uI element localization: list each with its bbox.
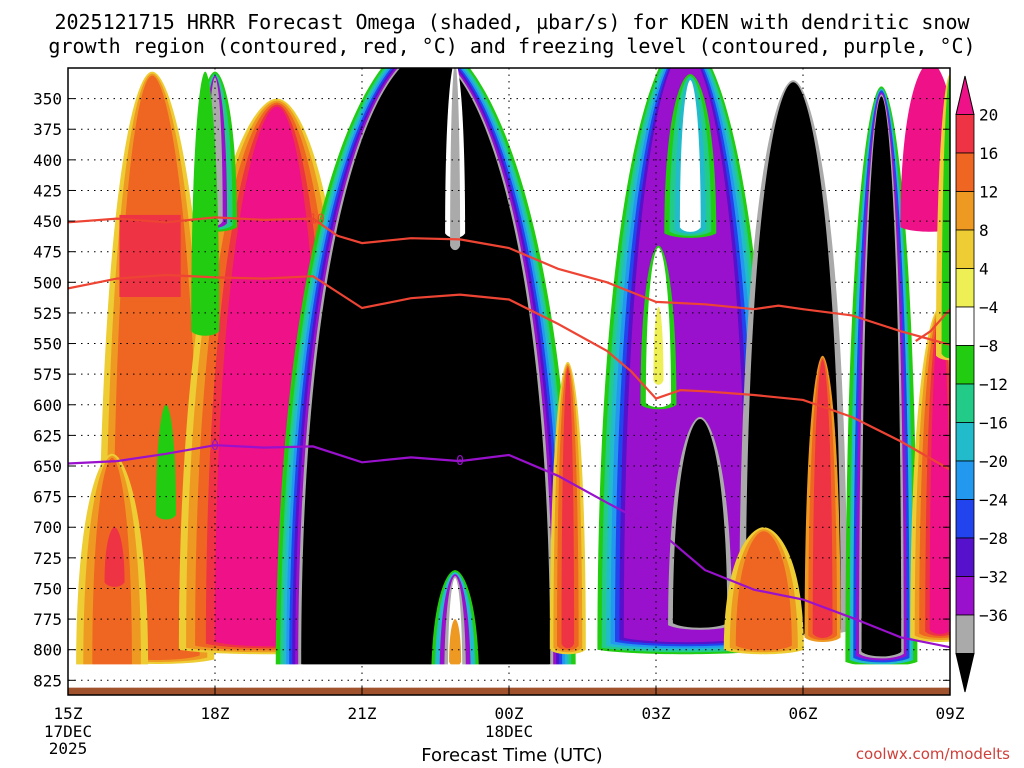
far-right-edge-layer-1 [941,76,950,359]
dgz-label: -10 [301,213,324,228]
colorbar-label: −32 [979,568,1008,587]
main-negative-region-layer-8 [301,68,551,669]
y-tick-label: 550 [33,335,62,354]
chart-title-line-1: 2025121715 HRRR Forecast Omega (shaded, … [54,10,970,34]
y-axis: 350 375 400 425 450 475 500 525 550 575 600 625 650 6… [33,90,950,690]
y-tick-label: 425 [33,181,62,200]
colorbar-segment [955,576,975,616]
dgz-contour-2 [915,308,950,343]
colorbar-segment [955,345,975,385]
left-warm-core [119,214,181,298]
yellow-lens-03z-layer-0 [653,306,664,385]
left-low-core-layer-0 [104,527,125,587]
omega-shaded-field [68,68,950,695]
y-tick-label: 650 [33,457,62,476]
x-tick-label: 18Z [201,704,230,723]
colorbar-segment [955,114,975,154]
dgz-contour-1 [68,273,950,471]
dark-core-03z-layer-1 [672,419,728,628]
upper-left-green-layer-0 [191,71,220,336]
freezing-label-1: 0 [211,439,219,454]
colorbar-segment [955,229,975,269]
y-tick-label: 450 [33,212,62,231]
x-tick-label: 09Z [936,704,965,723]
colorbar-segment [955,268,975,308]
colorbar-segment [955,152,975,192]
x-date-label: 18DEC [485,722,533,741]
x-tick-label: 03Z [642,704,671,723]
credit-text[interactable]: coolwx.com/modelts [855,745,1010,763]
y-tick-label: 400 [33,151,62,170]
colorbar-segment [955,499,975,539]
colorbar-label: 8 [979,221,989,240]
colorbar-segment [955,383,975,423]
y-tick-label: 475 [33,243,62,262]
black-tower-07z-layer-5 [861,96,902,657]
colorbar-segment [955,422,975,462]
y-tick-label: 800 [33,641,62,660]
colorbar-top-triangle [955,75,975,115]
colorbar-label: 12 [979,183,998,202]
warm-column-06z-layer-2 [812,359,833,638]
y-tick-label: 825 [33,671,62,690]
temperature-contours: 0 0 -10 [68,213,950,649]
y-tick-label: 575 [33,365,62,384]
colorbar-segment [955,306,975,346]
y-tick-label: 750 [33,579,62,598]
colorbar-label: −28 [979,529,1008,548]
y-tick-label: 500 [33,273,62,292]
left-green-spot-layer-0 [156,404,176,520]
x-tick-label: 15Z [54,704,83,723]
colorbar-label: −36 [979,606,1008,625]
y-tick-label: 675 [33,488,62,507]
colorbar: 20 16 12 8 4 −4 −8 −12 −16 −20 −24 −28 −32 −36 [955,75,1008,693]
colorbar-label: −16 [979,414,1008,433]
y-tick-label: 600 [33,396,62,415]
far-right-warm-layer-4 [929,314,950,634]
freezing-level-contour [68,444,950,649]
freezing-label-2: 0 [456,454,464,469]
colorbar-segment [955,460,975,500]
colorbar-label: −12 [979,375,1008,394]
x-tick-label: 00Z [495,704,524,723]
colorbar-label: −20 [979,452,1008,471]
colorbar-label: 16 [979,144,998,163]
colorbar-label: −4 [979,298,998,317]
colorbar-label: 4 [979,260,989,279]
x-axis-label: Forecast Time (UTC) [421,745,603,766]
colorbar-segment [955,614,975,654]
y-tick-label: 725 [33,549,62,568]
y-tick-label: 625 [33,426,62,445]
x-tick-label: 06Z [789,704,818,723]
warm-column-01z-layer-3 [561,367,575,649]
colorbar-segment [955,191,975,231]
y-tick-label: 350 [33,90,62,109]
colorbar-segment [955,537,975,577]
low-warm-dot-layer-0 [449,619,462,667]
x-date-label: 17DEC [44,722,92,741]
colorbar-label: −24 [979,491,1008,510]
y-tick-label: 375 [33,120,62,139]
y-tick-label: 775 [33,610,62,629]
upper-gap-gray-layer-0 [450,68,461,251]
colorbar-bottom-triangle [955,653,975,693]
colorbar-label: −8 [979,337,998,356]
y-tick-label: 525 [33,304,62,323]
dgz-contour-0 [68,216,950,346]
colorbar-label: 20 [979,106,998,125]
upper-white-03z-layer-3 [679,80,701,232]
x-date-label: 2025 [49,739,88,758]
y-tick-label: 700 [33,518,62,537]
far-right-pink-top-layer-0 [900,68,950,232]
x-tick-label: 21Z [348,704,377,723]
chart-title-line-2: growth region (contoured, red, °C) and f… [48,34,976,58]
